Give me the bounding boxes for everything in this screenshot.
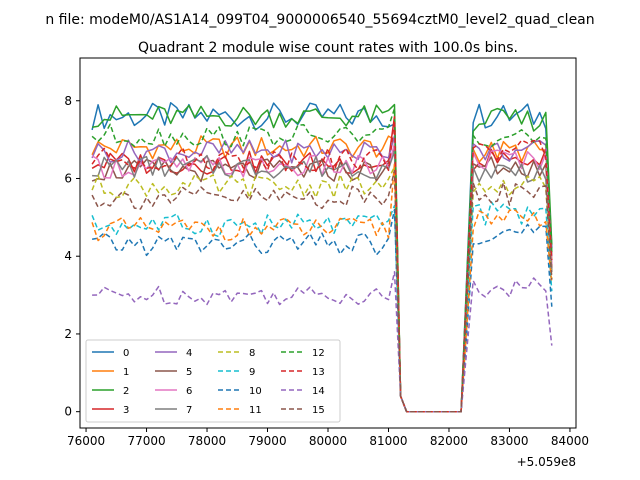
- series-line-0: [91, 102, 553, 413]
- legend-label-12: 12: [312, 348, 325, 359]
- x-tick-label: 76000: [67, 434, 105, 448]
- x-tick-label: 79000: [248, 434, 286, 448]
- series-line-11: [91, 162, 553, 413]
- legend-label-14: 14: [312, 386, 325, 397]
- series-line-8: [91, 166, 553, 413]
- chart-suptitle: n file: modeM0/AS1A14_099T04_9000006540_…: [45, 12, 594, 28]
- legend-label-4: 4: [186, 348, 192, 359]
- x-tick-label: 84000: [551, 434, 589, 448]
- series-layer: [91, 102, 553, 413]
- y-tick-label: 6: [64, 171, 72, 185]
- x-tick-label: 78000: [188, 434, 226, 448]
- legend-label-1: 1: [123, 367, 129, 378]
- legend-label-2: 2: [123, 386, 129, 397]
- legend-label-10: 10: [249, 386, 262, 397]
- series-line-10: [91, 208, 553, 413]
- plot-area: 76000 77000 78000 79000 80000 81000 82000 83000…: [64, 57, 589, 469]
- chart-title: Quadrant 2 module wise count rates with …: [138, 40, 518, 56]
- y-tick-label: 2: [64, 327, 72, 341]
- x-axis: 76000 77000 78000 79000 80000 81000 82000 83000…: [67, 428, 589, 448]
- x-tick-label: 80000: [309, 434, 347, 448]
- series-line-14: [92, 271, 553, 413]
- legend-label-0: 0: [123, 348, 129, 359]
- x-tick-label: 83000: [490, 434, 528, 448]
- legend-box: [85, 339, 341, 423]
- y-tick-label: 8: [64, 94, 72, 108]
- series-line-7: [92, 150, 553, 413]
- series-line-4: [91, 134, 553, 413]
- y-axis: 0 2 4 6 8: [64, 94, 80, 419]
- series-line-9: [91, 201, 553, 413]
- series-line-13: [91, 119, 553, 413]
- legend-label-5: 5: [186, 367, 192, 378]
- legend-label-3: 3: [123, 405, 129, 416]
- legend-label-7: 7: [186, 405, 192, 416]
- legend-label-11: 11: [249, 405, 262, 416]
- legend-label-6: 6: [186, 386, 192, 397]
- y-tick-label: 0: [64, 405, 72, 419]
- x-offset-text: +5.059e8: [517, 455, 576, 469]
- legend-label-9: 9: [249, 367, 255, 378]
- series-line-2: [91, 103, 553, 413]
- legend-label-13: 13: [312, 367, 325, 378]
- x-tick-label: 81000: [369, 434, 407, 448]
- x-tick-label: 77000: [127, 434, 165, 448]
- y-tick-label: 4: [64, 249, 72, 263]
- series-line-6: [91, 142, 553, 413]
- legend-label-8: 8: [249, 348, 255, 359]
- legend-label-15: 15: [312, 405, 325, 416]
- series-line-12: [91, 107, 553, 413]
- x-tick-label: 82000: [430, 434, 468, 448]
